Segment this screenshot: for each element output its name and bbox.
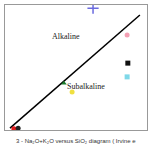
svg-text:Subalkaline: Subalkaline bbox=[67, 82, 105, 91]
svg-text:Alkaline: Alkaline bbox=[52, 32, 80, 41]
svg-text:3 - Na₂O+K₂O versus SiO₂ diagr: 3 - Na₂O+K₂O versus SiO₂ diagram ( Irvin… bbox=[16, 138, 136, 144]
